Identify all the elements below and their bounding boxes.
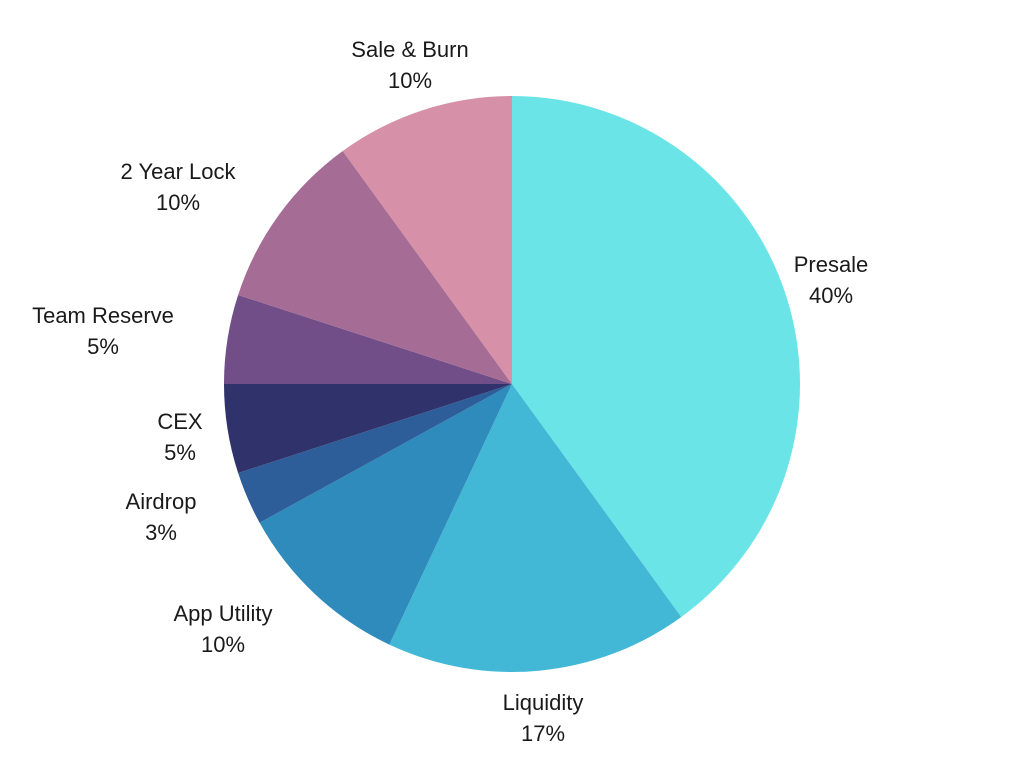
pie-slice-2-year-lock [238, 151, 512, 384]
slice-value-sale-burn: 10% [388, 68, 432, 93]
slice-label-presale: Presale [794, 252, 869, 277]
slice-label-team-reserve: Team Reserve [32, 303, 174, 328]
pie-slice-airdrop [238, 384, 512, 523]
pie-slice-cex [224, 384, 512, 473]
slice-label-airdrop: Airdrop [126, 489, 197, 514]
slice-value-airdrop: 3% [145, 520, 177, 545]
slice-label-sale-burn: Sale & Burn [351, 37, 468, 62]
slice-value-2-year-lock: 10% [156, 190, 200, 215]
pie-slice-team-reserve [224, 295, 512, 384]
slice-value-liquidity: 17% [521, 721, 565, 746]
slice-label-app-utility: App Utility [173, 601, 272, 626]
slice-value-app-utility: 10% [201, 632, 245, 657]
slice-label-2-year-lock: 2 Year Lock [121, 159, 237, 184]
pie-slices [224, 96, 801, 672]
pie-slice-liquidity [389, 384, 682, 672]
slice-label-cex: CEX [157, 409, 203, 434]
pie-slice-sale-burn [342, 96, 512, 384]
slice-label-liquidity: Liquidity [503, 690, 584, 715]
slice-value-presale: 40% [809, 283, 853, 308]
pie-slice-app-utility [259, 384, 512, 645]
pie-labels: Presale 40% Liquidity 17% App Utility 10… [32, 37, 868, 746]
pie-slice-presale [512, 96, 801, 617]
slice-value-cex: 5% [164, 440, 196, 465]
slice-value-team-reserve: 5% [87, 334, 119, 359]
